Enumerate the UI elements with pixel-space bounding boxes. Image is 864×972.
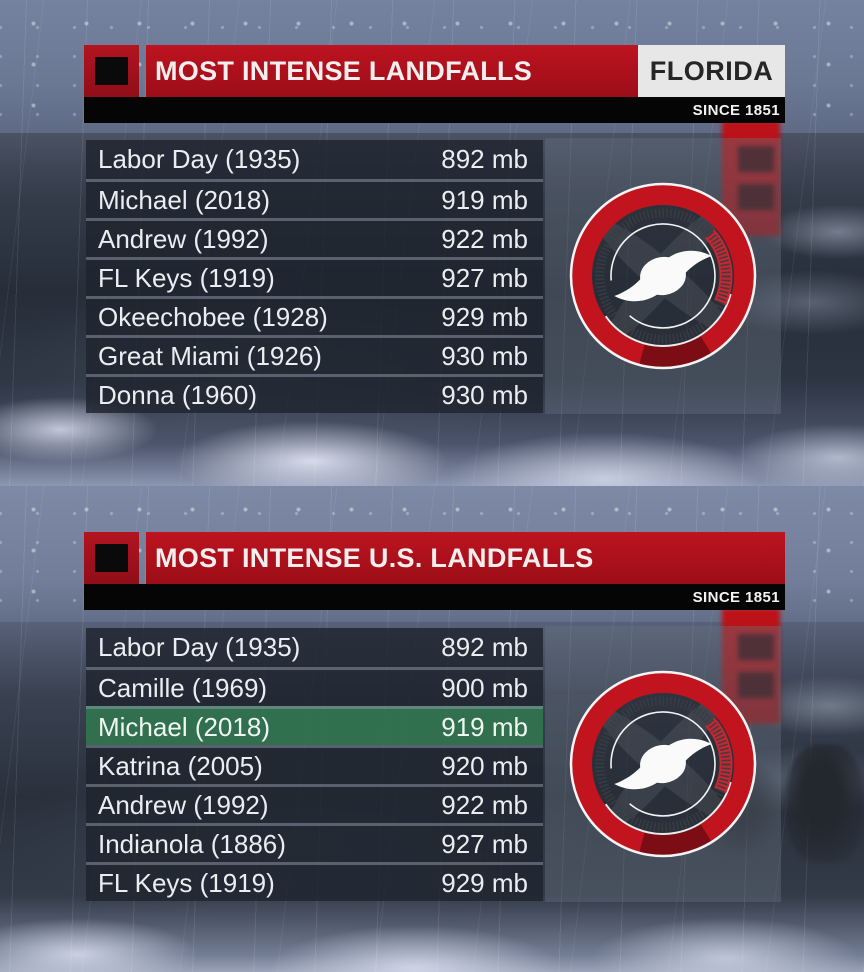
table-row: FL Keys (1919) 929 mb (86, 862, 543, 901)
since-label: SINCE 1851 (692, 101, 780, 119)
pressure-value: 930 mb (441, 340, 528, 371)
storm-name: Andrew (1992) (98, 789, 269, 820)
region-tag-label: FLORIDA (649, 55, 774, 86)
table-row: Katrina (2005) 920 mb (86, 745, 543, 784)
table-row: Andrew (1992) 922 mb (86, 784, 543, 823)
table-row: Indianola (1886) 927 mb (86, 823, 543, 862)
pressure-value: 927 mb (441, 262, 528, 293)
pressure-value: 922 mb (441, 223, 528, 254)
table-row: Donna (1960) 930 mb (86, 374, 543, 413)
header-bar: MOST INTENSE LANDFALLS (146, 45, 638, 97)
pressure-value: 929 mb (441, 301, 528, 332)
table-row: Labor Day (1935) 892 mb (86, 628, 543, 667)
panel-us-landfalls: MOST INTENSE U.S. LANDFALLS SINCE 1851 L… (84, 532, 785, 902)
storm-name: Donna (1960) (98, 379, 257, 410)
black-square-logo-icon (95, 57, 128, 85)
black-square-logo-icon (95, 544, 128, 572)
table-row: Okeechobee (1928) 929 mb (86, 296, 543, 335)
storm-name: Okeechobee (1928) (98, 301, 328, 332)
storm-name: Camille (1969) (98, 672, 268, 703)
storm-name: Michael (2018) (98, 184, 270, 215)
storm-name: Michael (2018) (98, 711, 270, 742)
pressure-value: 892 mb (441, 144, 528, 174)
storm-name: Katrina (2005) (98, 750, 263, 781)
table-row: Camille (1969) 900 mb (86, 667, 543, 706)
since-label: SINCE 1851 (692, 588, 780, 606)
network-logo-block (84, 532, 139, 584)
landfall-table: Labor Day (1935) 892 mb Michael (2018) 919 … (86, 140, 543, 413)
pressure-value: 922 mb (441, 789, 528, 820)
network-logo-block (84, 45, 139, 97)
subtitle-bar: SINCE 1851 (84, 97, 785, 123)
pressure-value: 920 mb (441, 750, 528, 781)
table-row: FL Keys (1919) 927 mb (86, 257, 543, 296)
pressure-value: 919 mb (441, 184, 528, 215)
table-row: Great Miami (1926) 930 mb (86, 335, 543, 374)
structure-window (738, 184, 774, 210)
storm-name: Great Miami (1926) (98, 340, 322, 371)
pressure-value: 900 mb (441, 672, 528, 703)
pressure-value: 927 mb (441, 828, 528, 859)
header-bar: MOST INTENSE U.S. LANDFALLS (146, 532, 785, 584)
structure-window (738, 146, 774, 172)
region-tag: FLORIDA (638, 45, 785, 97)
table-row: Michael (2018) 919 mb (86, 706, 543, 745)
storm-name: Labor Day (1935) (98, 144, 301, 174)
table-row: Michael (2018) 919 mb (86, 179, 543, 218)
storm-name: Indianola (1886) (98, 828, 286, 859)
structure-window (738, 672, 774, 698)
landfall-table: Labor Day (1935) 892 mb Camille (1969) 900 … (86, 628, 543, 901)
hurricane-symbol-icon (614, 250, 712, 302)
storm-name: FL Keys (1919) (98, 867, 275, 898)
pressure-value: 892 mb (441, 632, 528, 662)
table-row: Labor Day (1935) 892 mb (86, 140, 543, 179)
subtitle-bar: SINCE 1851 (84, 584, 785, 610)
hurricane-gauge-icon (569, 670, 757, 858)
page-title: MOST INTENSE U.S. LANDFALLS (155, 542, 594, 573)
storm-name: FL Keys (1919) (98, 262, 275, 293)
dark-buoy (786, 745, 864, 863)
gauge-panel (545, 626, 781, 902)
pressure-value: 919 mb (441, 711, 528, 742)
structure-window (738, 634, 774, 660)
pressure-value: 929 mb (441, 867, 528, 898)
table-row: Andrew (1992) 922 mb (86, 218, 543, 257)
storm-name: Andrew (1992) (98, 223, 269, 254)
pressure-value: 930 mb (441, 379, 528, 410)
hurricane-gauge-icon (569, 182, 757, 370)
gauge-panel (545, 138, 781, 414)
hurricane-symbol-icon (614, 738, 712, 790)
page-title: MOST INTENSE LANDFALLS (155, 55, 533, 86)
storm-name: Labor Day (1935) (98, 632, 301, 662)
panel-florida-landfalls: MOST INTENSE LANDFALLS FLORIDA SINCE 185… (84, 45, 785, 414)
